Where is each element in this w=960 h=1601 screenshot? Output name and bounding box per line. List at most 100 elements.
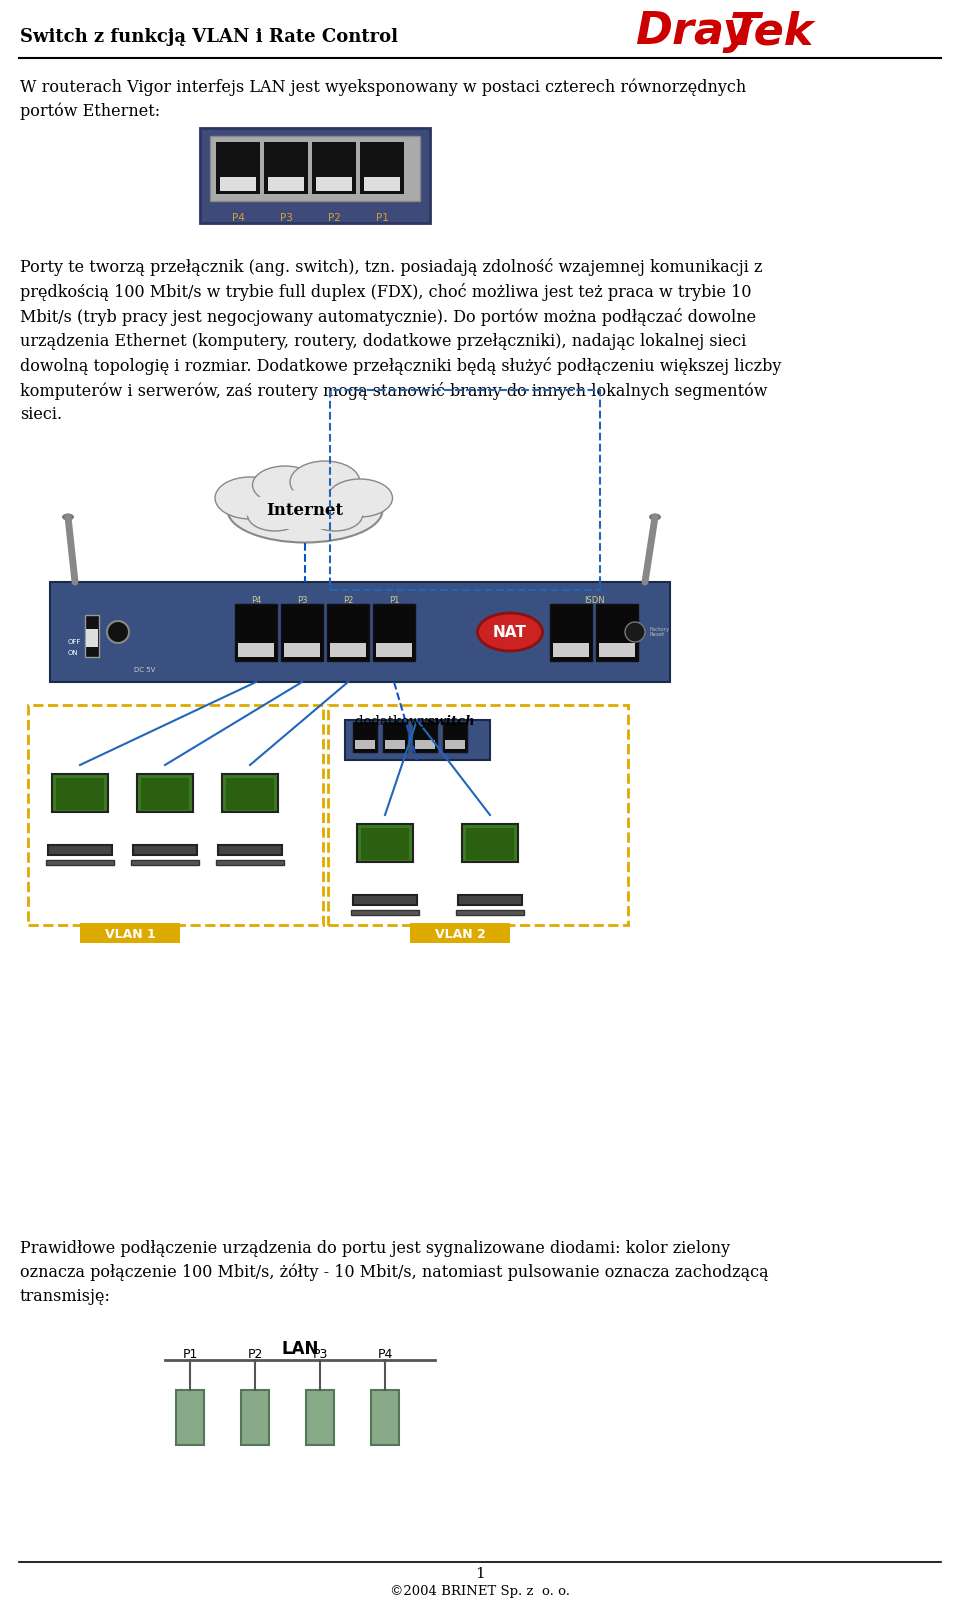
- Bar: [351, 909, 419, 916]
- Bar: [596, 604, 638, 661]
- Bar: [56, 778, 104, 810]
- Text: 1: 1: [475, 1567, 485, 1582]
- Text: dodatkowy: dodatkowy: [355, 716, 432, 728]
- Text: Switch z funkcją VLAN i Rate Control: Switch z funkcją VLAN i Rate Control: [20, 27, 398, 46]
- Text: ON: ON: [68, 650, 79, 656]
- Bar: [599, 644, 635, 656]
- Text: Factory
Reset: Factory Reset: [650, 626, 670, 637]
- Bar: [353, 722, 377, 752]
- Bar: [52, 773, 108, 812]
- Bar: [371, 1390, 399, 1446]
- Text: Internet: Internet: [267, 501, 344, 519]
- Ellipse shape: [307, 500, 363, 532]
- Ellipse shape: [62, 514, 74, 520]
- Text: P1: P1: [375, 213, 389, 223]
- Bar: [238, 644, 274, 656]
- Ellipse shape: [245, 490, 365, 530]
- Text: ©2004 BRINET Sp. z  o. o.: ©2004 BRINET Sp. z o. o.: [390, 1585, 570, 1598]
- Bar: [443, 722, 467, 752]
- Bar: [360, 142, 404, 194]
- Text: P4: P4: [251, 596, 261, 605]
- Ellipse shape: [252, 466, 318, 504]
- Bar: [312, 142, 356, 194]
- Bar: [466, 828, 514, 860]
- Bar: [550, 604, 592, 661]
- Text: VLAN 1: VLAN 1: [105, 927, 156, 940]
- Bar: [85, 615, 99, 656]
- Text: P1: P1: [389, 596, 399, 605]
- Bar: [445, 740, 465, 749]
- Text: P3: P3: [297, 596, 307, 605]
- Ellipse shape: [649, 514, 661, 520]
- Bar: [200, 128, 430, 223]
- Text: P3: P3: [312, 1348, 327, 1361]
- Ellipse shape: [625, 623, 645, 642]
- Bar: [133, 845, 197, 855]
- Text: DC 5V: DC 5V: [134, 668, 156, 672]
- Bar: [176, 1390, 204, 1446]
- Bar: [330, 644, 366, 656]
- Bar: [131, 860, 199, 865]
- Bar: [373, 604, 415, 661]
- Text: P4: P4: [377, 1348, 393, 1361]
- Text: Prawidłowe podłączenie urządzenia do portu jest sygnalizowane diodami: kolor zie: Prawidłowe podłączenie urządzenia do por…: [20, 1241, 769, 1305]
- Bar: [385, 740, 405, 749]
- Text: switch: switch: [427, 716, 475, 728]
- Text: LAN: LAN: [281, 1340, 319, 1358]
- Bar: [361, 828, 409, 860]
- Bar: [458, 895, 522, 905]
- Bar: [281, 604, 323, 661]
- Bar: [264, 142, 308, 194]
- Text: Dray: Dray: [635, 10, 752, 53]
- Bar: [364, 178, 400, 191]
- Ellipse shape: [215, 477, 285, 519]
- Bar: [328, 704, 628, 925]
- Text: Tek: Tek: [730, 10, 814, 53]
- Bar: [226, 778, 274, 810]
- Ellipse shape: [327, 479, 393, 517]
- Text: P2: P2: [248, 1348, 263, 1361]
- Bar: [284, 644, 320, 656]
- Bar: [355, 740, 375, 749]
- Bar: [316, 178, 352, 191]
- Bar: [306, 1390, 334, 1446]
- Bar: [222, 773, 278, 812]
- Bar: [235, 604, 277, 661]
- Bar: [376, 644, 412, 656]
- Text: NAT: NAT: [493, 624, 527, 639]
- Bar: [241, 1390, 269, 1446]
- Bar: [28, 704, 323, 925]
- Ellipse shape: [290, 461, 360, 503]
- Bar: [216, 860, 284, 865]
- Text: P2: P2: [343, 596, 353, 605]
- Text: ISDN: ISDN: [584, 596, 604, 605]
- Bar: [216, 142, 260, 194]
- Ellipse shape: [228, 477, 382, 543]
- Ellipse shape: [477, 613, 542, 652]
- Text: P3: P3: [279, 213, 293, 223]
- Bar: [413, 722, 437, 752]
- Bar: [86, 629, 98, 647]
- Bar: [456, 909, 524, 916]
- Text: VLAN 2: VLAN 2: [435, 927, 486, 940]
- Bar: [353, 895, 417, 905]
- Text: W routerach Vigor interfejs LAN jest wyeksponowany w postaci czterech równorzędn: W routerach Vigor interfejs LAN jest wye…: [20, 78, 746, 120]
- Bar: [330, 391, 600, 591]
- Bar: [137, 773, 193, 812]
- Bar: [345, 720, 490, 760]
- Bar: [268, 178, 304, 191]
- Bar: [383, 722, 407, 752]
- Text: Porty te tworzą przełącznik (ang. switch), tzn. posiadają zdolność wzajemnej kom: Porty te tworzą przełącznik (ang. switch…: [20, 258, 781, 423]
- Ellipse shape: [107, 621, 129, 644]
- Bar: [462, 825, 518, 861]
- Bar: [415, 740, 435, 749]
- Bar: [410, 924, 510, 943]
- Text: OFF: OFF: [68, 639, 82, 645]
- Text: P1: P1: [182, 1348, 198, 1361]
- Bar: [210, 136, 420, 202]
- Bar: [141, 778, 189, 810]
- Bar: [80, 924, 180, 943]
- Text: P4: P4: [231, 213, 245, 223]
- Bar: [327, 604, 369, 661]
- Bar: [220, 178, 256, 191]
